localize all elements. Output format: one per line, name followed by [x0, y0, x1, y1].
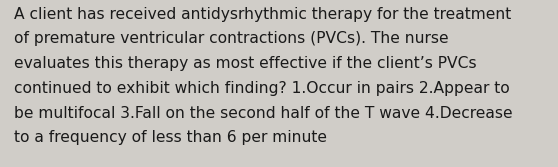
- Text: evaluates this therapy as most effective if the client’s PVCs: evaluates this therapy as most effective…: [14, 56, 477, 71]
- Text: of premature ventricular contractions (PVCs). The nurse: of premature ventricular contractions (P…: [14, 31, 449, 46]
- Text: to a frequency of less than 6 per minute: to a frequency of less than 6 per minute: [14, 130, 327, 145]
- Text: continued to exhibit which finding? 1.Occur in pairs 2.Appear to: continued to exhibit which finding? 1.Oc…: [14, 81, 509, 96]
- Text: be multifocal 3.Fall on the second half of the T wave 4.Decrease: be multifocal 3.Fall on the second half …: [14, 106, 513, 121]
- Text: A client has received antidysrhythmic therapy for the treatment: A client has received antidysrhythmic th…: [14, 7, 511, 22]
